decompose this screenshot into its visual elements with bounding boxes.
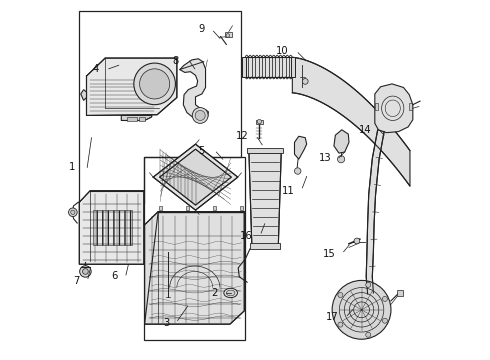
Circle shape [338,156,344,163]
Circle shape [382,318,388,323]
Circle shape [71,210,75,215]
Polygon shape [145,212,245,324]
Text: 4: 4 [93,64,98,74]
Text: 1: 1 [70,162,76,172]
Polygon shape [375,84,413,133]
Bar [240,206,243,211]
Polygon shape [160,149,231,205]
Circle shape [332,280,391,339]
Bar [225,32,232,37]
Circle shape [382,296,388,301]
Circle shape [195,111,205,121]
Text: 15: 15 [322,248,335,258]
Text: 16: 16 [240,231,253,240]
Circle shape [226,34,230,37]
Circle shape [302,78,308,84]
Polygon shape [249,153,281,244]
Circle shape [192,108,208,123]
Polygon shape [334,130,349,153]
Circle shape [338,292,343,297]
Bar [247,148,283,153]
Bar [291,57,295,77]
Text: 13: 13 [318,153,331,163]
Text: 2: 2 [212,288,218,298]
Bar [256,121,263,124]
Bar [159,206,162,211]
Bar [397,290,403,296]
Polygon shape [87,58,177,116]
Polygon shape [293,57,410,186]
Circle shape [80,266,91,277]
Bar [186,206,189,211]
Ellipse shape [226,290,235,296]
Bar [93,211,132,244]
Ellipse shape [224,288,238,298]
Polygon shape [153,144,238,210]
Text: 14: 14 [359,125,372,135]
Polygon shape [81,90,87,100]
Circle shape [257,120,262,124]
Circle shape [134,63,175,105]
Text: 6: 6 [111,271,118,281]
Bar [250,243,280,249]
Text: 10: 10 [275,46,288,56]
Bar [375,103,378,110]
Bar [139,117,146,121]
Polygon shape [79,191,144,264]
Circle shape [294,168,301,174]
Polygon shape [180,59,208,119]
Text: 8: 8 [173,56,179,66]
Circle shape [338,322,343,327]
Text: 17: 17 [326,312,339,322]
Bar [409,103,412,110]
Polygon shape [366,130,384,294]
Polygon shape [122,116,152,121]
Circle shape [82,269,88,274]
Circle shape [366,332,371,337]
Bar [213,206,216,211]
Text: 12: 12 [236,131,248,141]
Text: 9: 9 [198,24,205,35]
Circle shape [354,238,360,244]
Text: 11: 11 [282,186,294,196]
Polygon shape [294,136,307,159]
Text: 7: 7 [74,276,80,286]
Circle shape [366,282,371,287]
Bar [144,157,245,339]
Text: 5: 5 [198,146,205,156]
Circle shape [69,208,77,217]
Bar [126,117,137,121]
Bar [242,57,246,77]
Circle shape [140,69,170,99]
Text: 3: 3 [164,318,170,328]
Polygon shape [245,57,293,77]
